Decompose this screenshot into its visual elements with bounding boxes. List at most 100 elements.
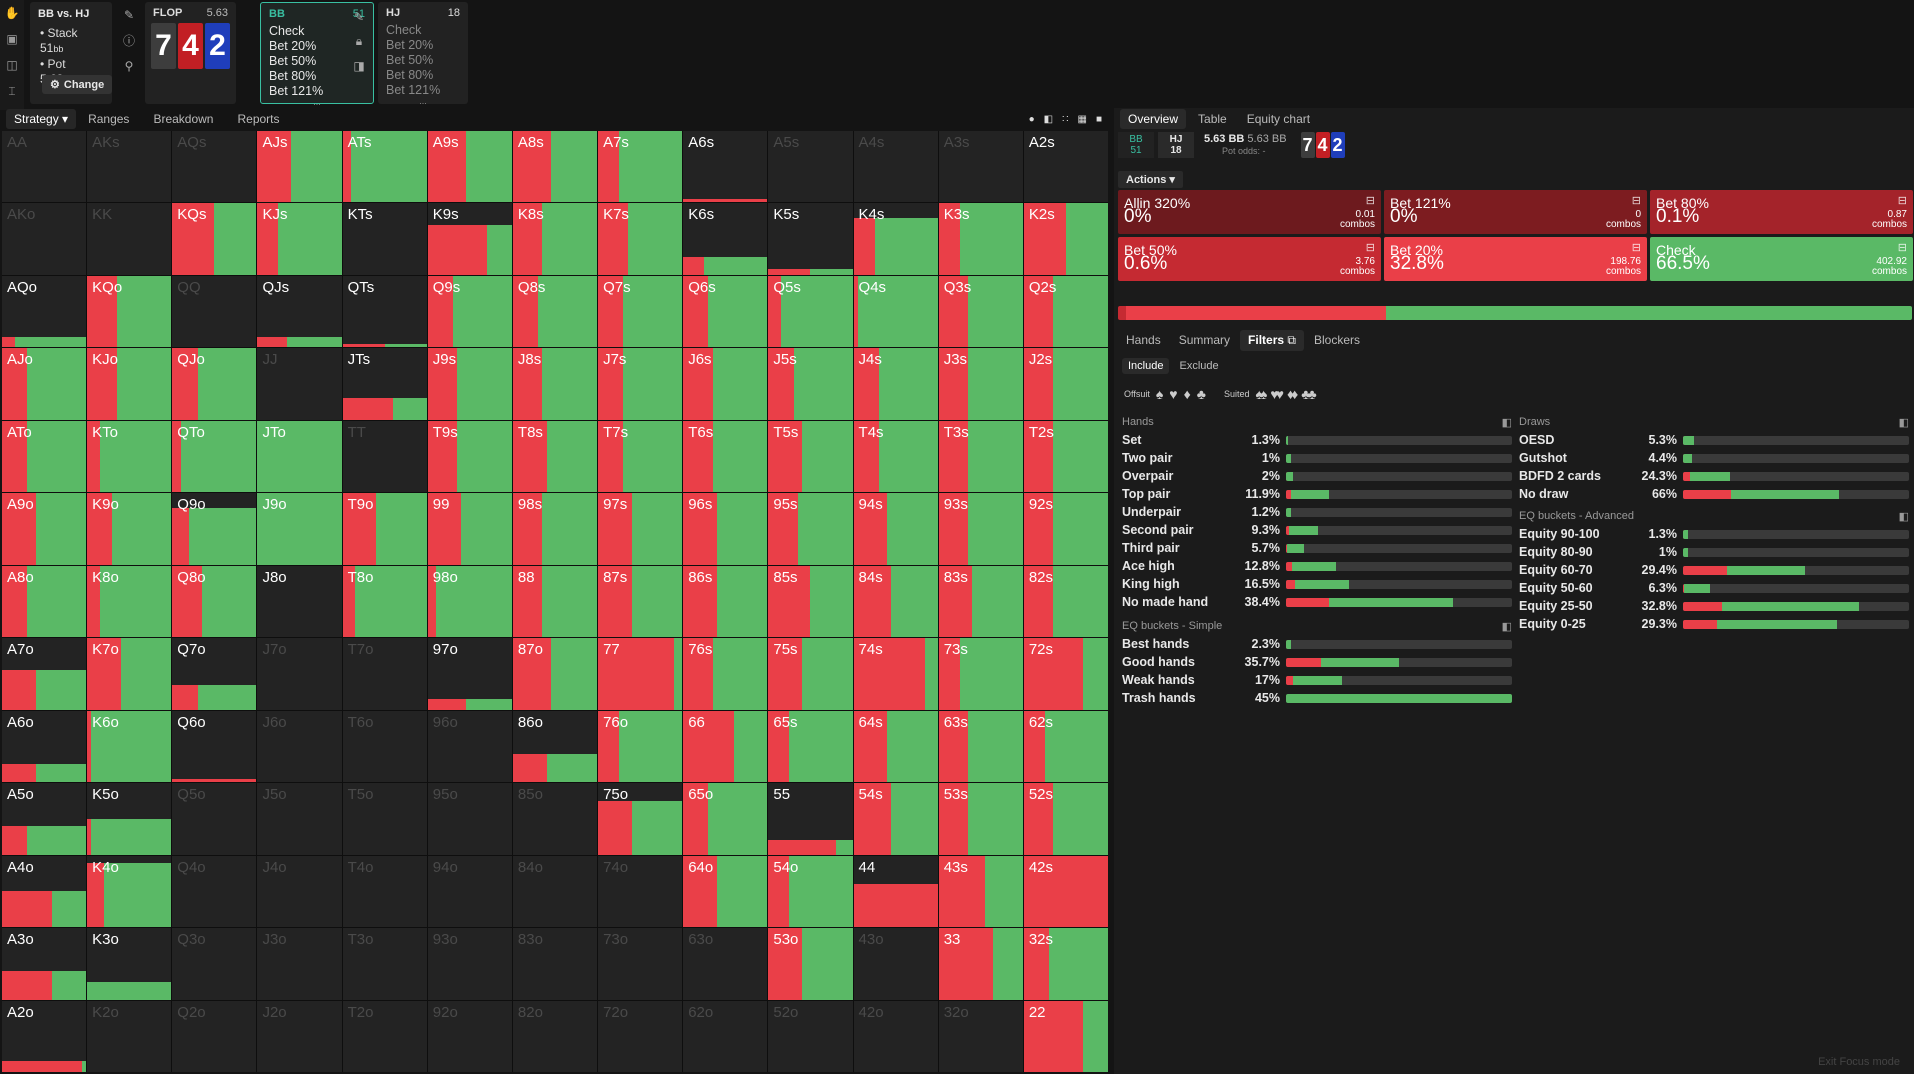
action-option[interactable]: Check: [269, 24, 305, 38]
hand-cell[interactable]: QJs: [257, 275, 342, 348]
hand-cell[interactable]: 85o: [512, 783, 598, 855]
lock-icon[interactable]: 🔒︎: [355, 34, 363, 48]
hand-cell[interactable]: 96o: [427, 710, 512, 783]
tab-breakdown[interactable]: Breakdown: [153, 112, 214, 126]
tab-ranges[interactable]: Ranges: [88, 112, 130, 126]
hand-cell[interactable]: Q2o: [172, 1000, 257, 1072]
hand-cell[interactable]: T8s: [512, 420, 598, 493]
collapse-icon[interactable]: ◧: [1898, 416, 1909, 429]
suited-spades-icon[interactable]: ♠♠: [1255, 386, 1267, 402]
tab-hands[interactable]: Hands: [1126, 333, 1161, 347]
hand-cell[interactable]: A8s: [512, 131, 598, 203]
hand-cell[interactable]: 86s: [683, 565, 768, 638]
hand-cell[interactable]: 82s: [1023, 565, 1108, 638]
action-option[interactable]: Bet 50%: [386, 53, 434, 67]
hand-cell[interactable]: Q5s: [768, 275, 853, 348]
hand-cell[interactable]: A3o: [2, 928, 87, 1000]
hand-cell[interactable]: A6s: [683, 131, 768, 203]
hand-cell[interactable]: Q4s: [853, 275, 938, 348]
hand-cell[interactable]: J2s: [1023, 348, 1108, 420]
stat-row[interactable]: OESD 5.3%: [1519, 431, 1909, 449]
stat-row[interactable]: Top pair 11.9%: [1122, 485, 1512, 503]
hand-cell[interactable]: J5s: [768, 348, 853, 420]
hand-cell[interactable]: Q9o: [172, 493, 257, 565]
heart-icon[interactable]: ♥: [1169, 386, 1178, 402]
action-option[interactable]: Bet 80%: [386, 68, 434, 82]
action-option[interactable]: Bet 80%: [269, 69, 317, 83]
hand-cell[interactable]: 82o: [512, 1000, 598, 1072]
pencil-icon[interactable]: ✎: [353, 10, 365, 24]
hand-cell[interactable]: 75s: [768, 638, 853, 710]
hand-cell[interactable]: 87o: [512, 638, 598, 710]
action-card[interactable]: Bet 20% 32.8% ⊟ 198.76 combos: [1384, 237, 1647, 281]
hand-cell[interactable]: J7o: [257, 638, 342, 710]
hand-cell[interactable]: 42s: [1023, 855, 1108, 928]
hand-cell[interactable]: T5s: [768, 420, 853, 493]
hand-cell[interactable]: KK: [87, 203, 172, 275]
player-hj[interactable]: HJ 18: [1158, 132, 1194, 158]
hand-cell[interactable]: 62s: [1023, 710, 1108, 783]
hand-cell[interactable]: T7s: [598, 420, 683, 493]
hand-cell[interactable]: 43s: [938, 855, 1023, 928]
hand-cell[interactable]: 94s: [853, 493, 938, 565]
square-icon[interactable]: ■: [1095, 113, 1102, 125]
hand-cell[interactable]: KQo: [87, 275, 172, 348]
hand-cell[interactable]: Q9s: [427, 275, 512, 348]
stat-row[interactable]: Weak hands 17%: [1122, 671, 1512, 689]
spade-icon[interactable]: ♠: [1155, 386, 1164, 402]
hand-cell[interactable]: Q8o: [172, 565, 257, 638]
stat-row[interactable]: Equity 80-90 1%: [1519, 543, 1909, 561]
stat-row[interactable]: BDFD 2 cards 24.3%: [1519, 467, 1909, 485]
hand-cell[interactable]: J2o: [257, 1000, 342, 1072]
hand-cell[interactable]: K8s: [512, 203, 598, 275]
hand-cell[interactable]: Q6o: [172, 710, 257, 783]
hand-cell[interactable]: Q4o: [172, 855, 257, 928]
hand-icon[interactable]: ✋: [4, 6, 20, 20]
hand-cell[interactable]: 76s: [683, 638, 768, 710]
tab-strategy[interactable]: Strategy ▾: [6, 109, 77, 129]
hand-cell[interactable]: AQo: [2, 275, 87, 348]
hand-cell[interactable]: K9s: [427, 203, 512, 275]
stat-row[interactable]: Third pair 5.7%: [1122, 539, 1512, 557]
hand-cell[interactable]: A4s: [853, 131, 938, 203]
hand-cell[interactable]: ATo: [2, 420, 87, 493]
collapse-icon[interactable]: ◧: [1898, 510, 1909, 523]
hand-cell[interactable]: 95o: [427, 783, 512, 855]
hand-cell[interactable]: QQ: [172, 275, 257, 348]
exit-focus-mode-link[interactable]: Exit Focus mode: [1818, 1056, 1900, 1068]
note-icon[interactable]: ⊟: [1365, 195, 1375, 207]
tab-reports[interactable]: Reports: [237, 112, 280, 126]
action-option[interactable]: Bet 20%: [386, 38, 434, 52]
stat-row[interactable]: Equity 60-70 29.4%: [1519, 561, 1909, 579]
hand-cell[interactable]: TT: [342, 420, 427, 493]
stat-row[interactable]: Best hands 2.3%: [1122, 635, 1512, 653]
stat-row[interactable]: Set 1.3%: [1122, 431, 1512, 449]
hand-cell[interactable]: 83o: [512, 928, 598, 1000]
hand-cell[interactable]: K3s: [938, 203, 1023, 275]
hand-cell[interactable]: A5s: [768, 131, 853, 203]
hand-cell[interactable]: KQs: [172, 203, 257, 275]
action-option[interactable]: Bet 50%: [269, 54, 317, 68]
hand-cell[interactable]: K5o: [87, 783, 172, 855]
info-icon[interactable]: ⓘ: [122, 34, 135, 48]
hand-cell[interactable]: K7s: [598, 203, 683, 275]
hand-cell[interactable]: J3s: [938, 348, 1023, 420]
hand-cell[interactable]: 93o: [427, 928, 512, 1000]
hand-cell[interactable]: AJs: [257, 131, 342, 203]
hand-cell[interactable]: 55: [768, 783, 853, 855]
note-icon[interactable]: ⊟: [1897, 195, 1907, 207]
stat-row[interactable]: No draw 66%: [1519, 485, 1909, 503]
player-bb[interactable]: BB 51: [1118, 132, 1154, 158]
hand-cell[interactable]: T5o: [342, 783, 427, 855]
tab-equity-chart[interactable]: Equity chart: [1246, 112, 1311, 126]
hand-cell[interactable]: Q7s: [598, 275, 683, 348]
club-icon[interactable]: ♣: [1196, 386, 1206, 402]
hand-cell[interactable]: 88: [512, 565, 598, 638]
hand-cell[interactable]: 92s: [1023, 493, 1108, 565]
hand-cell[interactable]: Q6s: [683, 275, 768, 348]
hand-cell[interactable]: 44: [853, 855, 938, 928]
hand-cell[interactable]: 74s: [853, 638, 938, 710]
stat-row[interactable]: Equity 0-25 29.3%: [1519, 615, 1909, 633]
stat-row[interactable]: Equity 50-60 6.3%: [1519, 579, 1909, 597]
hand-cell[interactable]: 22: [1023, 1000, 1108, 1072]
